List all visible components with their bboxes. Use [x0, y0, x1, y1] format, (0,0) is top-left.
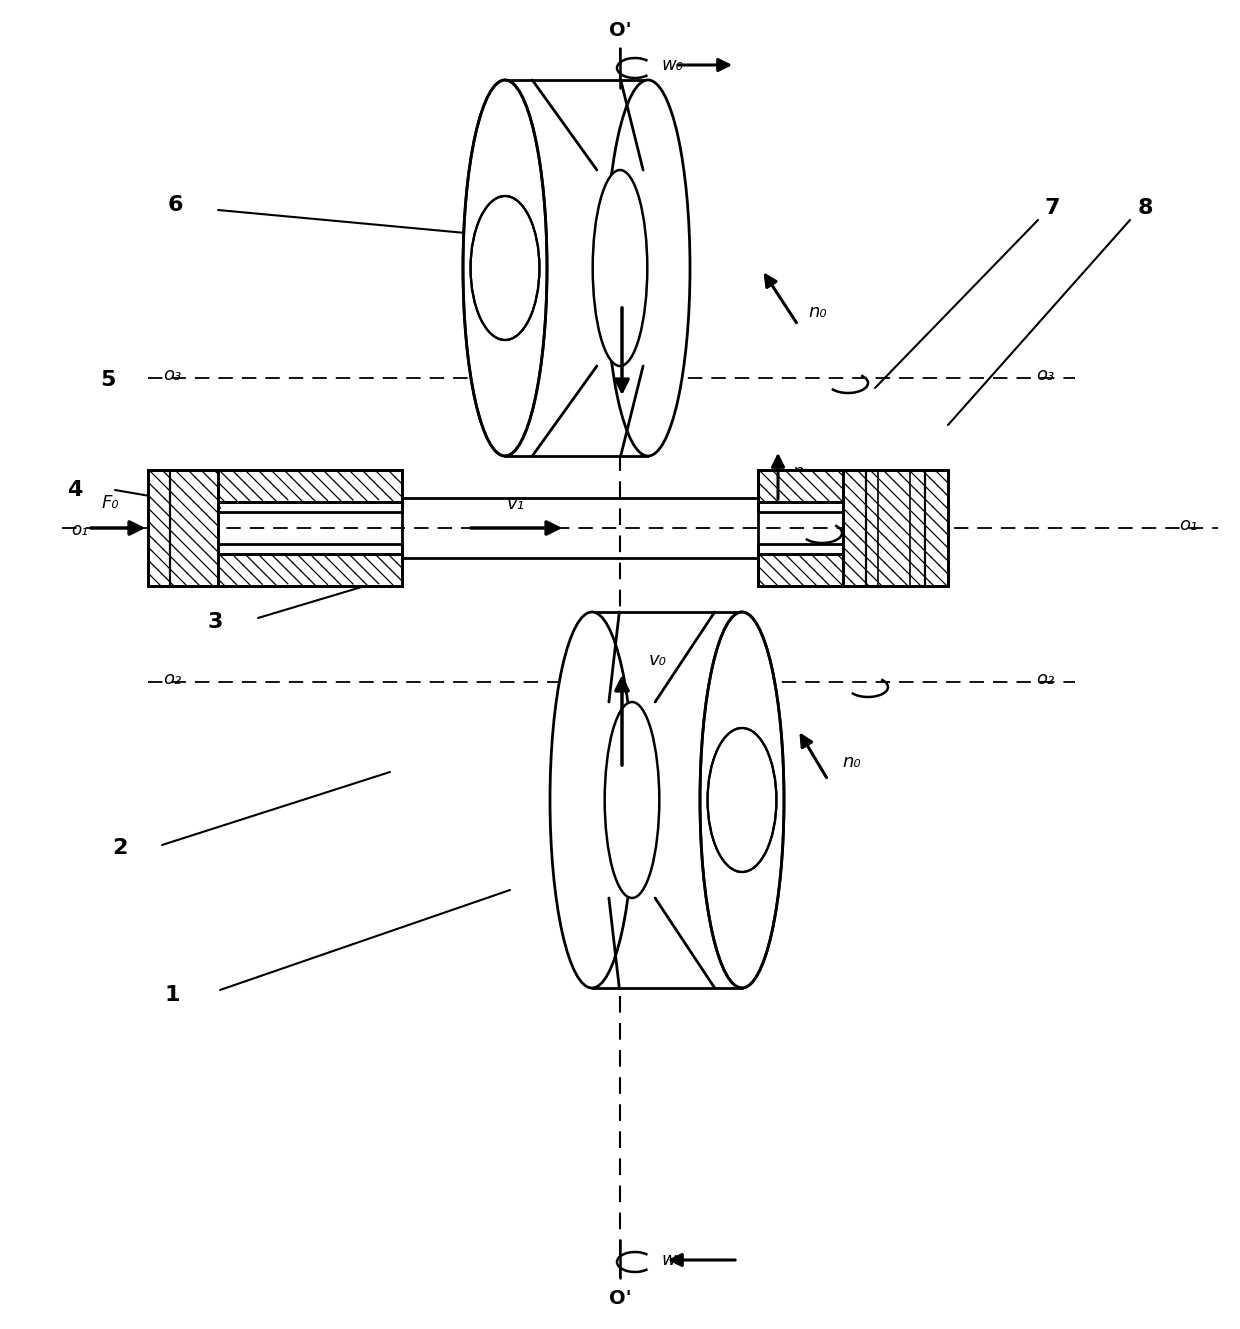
Text: 4: 4 [67, 480, 83, 500]
Polygon shape [591, 611, 742, 987]
Polygon shape [218, 470, 402, 502]
Text: O': O' [609, 20, 631, 40]
Text: o₁: o₁ [72, 521, 88, 540]
Text: 7: 7 [1044, 198, 1060, 218]
Text: o₂: o₂ [162, 670, 181, 688]
Text: 2: 2 [113, 839, 128, 859]
Ellipse shape [701, 611, 784, 987]
Text: w₀: w₀ [661, 56, 683, 74]
Polygon shape [505, 80, 649, 456]
Text: w₀: w₀ [661, 1251, 683, 1269]
Text: n₀: n₀ [808, 303, 827, 322]
Polygon shape [843, 470, 949, 586]
Text: 3: 3 [207, 611, 223, 633]
Text: v₀: v₀ [649, 651, 667, 668]
Ellipse shape [463, 80, 547, 456]
Ellipse shape [701, 611, 784, 987]
Text: 5: 5 [100, 369, 115, 389]
Ellipse shape [593, 170, 647, 365]
Text: 6: 6 [167, 195, 182, 215]
Text: o₃: o₃ [162, 365, 181, 384]
Polygon shape [758, 470, 843, 502]
Text: o₁: o₁ [1179, 516, 1197, 534]
Ellipse shape [606, 80, 689, 456]
Text: v₀: v₀ [649, 405, 667, 424]
Ellipse shape [551, 611, 634, 987]
Polygon shape [758, 554, 843, 586]
Ellipse shape [708, 728, 776, 872]
Ellipse shape [551, 611, 634, 987]
Text: v₁: v₁ [507, 494, 525, 513]
Ellipse shape [605, 702, 660, 898]
Text: o₂: o₂ [1035, 670, 1054, 688]
Text: O': O' [609, 1289, 631, 1308]
Text: 8: 8 [1137, 198, 1153, 218]
Text: F₀: F₀ [102, 494, 119, 512]
Text: o₃: o₃ [1035, 365, 1054, 384]
Text: 1: 1 [164, 985, 180, 1005]
Ellipse shape [606, 80, 689, 456]
Ellipse shape [470, 195, 539, 340]
Polygon shape [218, 554, 402, 586]
Ellipse shape [463, 80, 547, 456]
Polygon shape [148, 470, 218, 586]
Text: n₀: n₀ [843, 754, 862, 771]
Text: n₁: n₁ [792, 462, 811, 481]
